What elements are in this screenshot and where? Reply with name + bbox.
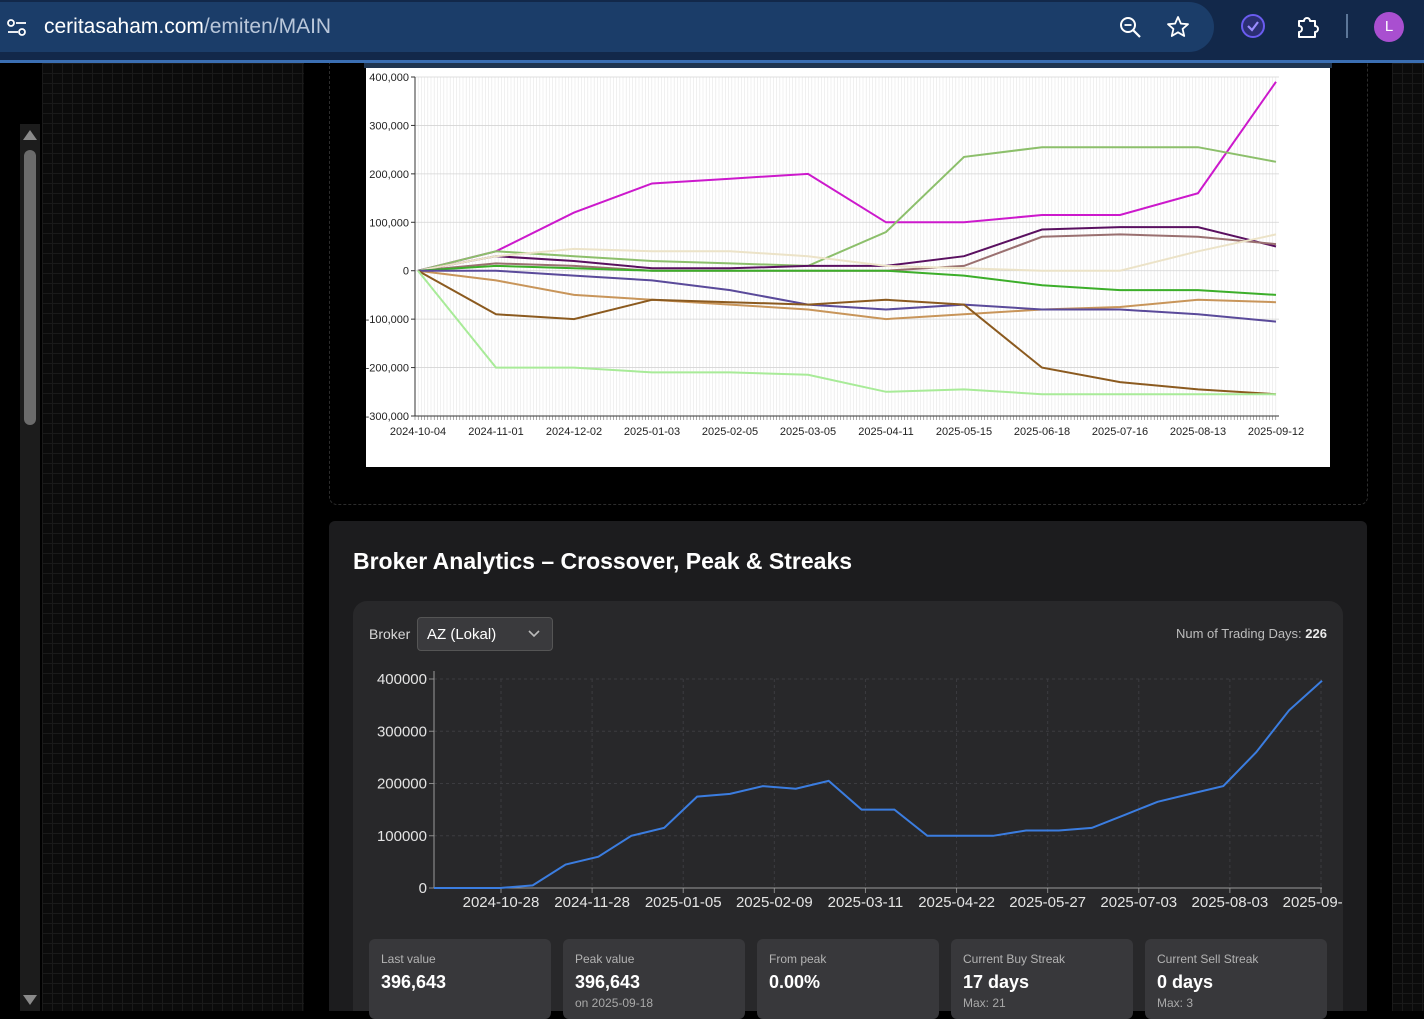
stat-label: Current Buy Streak	[963, 952, 1066, 966]
y-tick-label: 300,000	[369, 120, 409, 132]
x-tick-label: 2025-04-11	[858, 426, 913, 438]
stat-from-peak: From peak 0.00%	[757, 939, 939, 1019]
stat-buy-streak: Current Buy Streak 17 days Max: 21	[951, 939, 1133, 1019]
analytics-title: Broker Analytics – Crossover, Peak & Str…	[353, 548, 853, 574]
toolbar-bottom-border	[0, 60, 1424, 63]
puzzle-extensions-icon[interactable]	[1295, 13, 1321, 39]
zoom-icon[interactable]	[1118, 15, 1142, 39]
browser-toolbar: ceritasaham.com/emiten/MAIN L	[0, 0, 1424, 62]
stat-value: 17 days	[963, 972, 1030, 992]
extension-check-icon[interactable]	[1240, 13, 1266, 39]
series-line-4	[417, 233, 1277, 272]
stat-value: 396,643	[381, 972, 447, 992]
stat-sub: on 2025-09-18	[575, 996, 654, 1010]
stat-last-value: Last value 396,643	[369, 939, 551, 1019]
x-tick-label: 2025-09-12	[1248, 426, 1304, 438]
profile-avatar[interactable]: L	[1374, 12, 1404, 42]
scrollbar-thumb[interactable]	[24, 150, 36, 425]
series-line-0	[417, 81, 1277, 272]
y-tick-label: 0	[403, 266, 409, 278]
broker-select-value: AZ (Lokal)	[427, 626, 497, 643]
y-tick-label: 400,000	[369, 72, 409, 84]
x-tick-label: 2025-08-03	[1192, 894, 1269, 911]
series-line-2	[417, 226, 1277, 272]
x-tick-label: 2025-07-16	[1092, 426, 1148, 438]
y-tick-label: 300000	[377, 723, 427, 740]
x-tick-label: 2025-06-18	[1014, 426, 1070, 438]
x-tick-label: 2024-11-28	[554, 894, 630, 911]
url-host: ceritasaham.com	[44, 15, 204, 38]
y-tick-label: 200000	[377, 776, 427, 793]
broker-flow-chart: 400,000 300,000 200,000 100,000 0 -100,000 -20…	[366, 63, 1330, 467]
y-tick-label: 100000	[377, 828, 427, 845]
y-tick-label: -200,000	[366, 363, 409, 375]
series-line-6	[417, 269, 1277, 321]
broker-select[interactable]: AZ (Lokal)	[417, 617, 553, 651]
scroll-up-arrow-icon[interactable]	[22, 128, 38, 142]
series-line-1	[417, 146, 1277, 272]
star-icon[interactable]	[1166, 15, 1190, 39]
trading-days: Num of Trading Days: 226	[1176, 626, 1327, 641]
stat-label: Peak value	[575, 952, 635, 966]
trading-days-value: 226	[1305, 626, 1327, 641]
x-tick-label: 2025-07-03	[1100, 894, 1177, 911]
chevron-down-icon	[528, 630, 540, 638]
y-tick-label: 0	[419, 880, 427, 897]
x-tick-label: 2025-01-03	[624, 426, 680, 438]
stat-sub: Max: 3	[1157, 996, 1194, 1010]
broker-label: Broker	[369, 626, 411, 642]
chart-top-edge	[364, 63, 1332, 68]
x-tick-label: 2025-02-09	[736, 894, 813, 911]
x-tick-label: 2024-11-01	[468, 426, 523, 438]
toolbar-divider	[1346, 14, 1348, 38]
stat-label: Last value	[381, 952, 436, 966]
y-tick-label: 200,000	[369, 169, 409, 181]
x-tick-label: 2025-08-13	[1170, 426, 1226, 438]
stat-sub: Max: 21	[963, 996, 1006, 1010]
y-tick-label: -100,000	[366, 314, 409, 326]
site-controls-icon[interactable]	[6, 17, 28, 39]
stat-value: 0 days	[1157, 972, 1214, 992]
stat-label: Current Sell Streak	[1157, 952, 1259, 966]
broker-cumulative-chart: 0 100000 200000 300000 400000 2024-10-28 2024-…	[377, 671, 1343, 911]
address-bar[interactable]: ceritasaham.com/emiten/MAIN	[0, 2, 1214, 52]
x-tick-label: 2024-10-28	[463, 894, 540, 911]
x-tick-label: 2025-03-05	[780, 426, 836, 438]
stat-value: 396,643	[575, 972, 641, 992]
x-tick-label: 2025-02-05	[702, 426, 758, 438]
url-text[interactable]: ceritasaham.com/emiten/MAIN	[44, 15, 331, 39]
series-line-cumulative	[434, 680, 1323, 889]
x-tick-label: 2024-12-02	[546, 426, 602, 438]
stat-peak-value: Peak value 396,643 on 2025-09-18	[563, 939, 745, 1019]
trading-days-label: Num of Trading Days:	[1175, 626, 1302, 641]
y-tick-label: 400000	[377, 671, 427, 688]
x-tick-label: 2025-05-15	[936, 426, 992, 438]
stat-value: 0.00%	[769, 972, 821, 992]
broker-flow-chart-svg: 400,000 300,000 200,000 100,000 0 -100,000 -20…	[366, 72, 1305, 438]
x-tick-label: 2025-09-18	[1283, 894, 1343, 911]
x-tick-label: 2025-04-22	[918, 894, 995, 911]
stat-label: From peak	[769, 952, 827, 966]
url-path: /emiten/MAIN	[203, 15, 332, 38]
series-line-8	[417, 269, 1277, 396]
series-line-9	[417, 270, 1276, 396]
y-tick-label: 100,000	[369, 217, 409, 229]
y-tick-label: -300,000	[366, 411, 409, 423]
series-line-5	[417, 264, 1277, 296]
x-tick-label: 2025-03-11	[828, 894, 904, 911]
scroll-down-arrow-icon[interactable]	[22, 993, 38, 1007]
series-line-7	[418, 269, 1277, 323]
x-tick-label: 2025-05-27	[1009, 894, 1086, 911]
stat-sell-streak: Current Sell Streak 0 days Max: 3	[1145, 939, 1327, 1019]
x-tick-label: 2025-01-05	[645, 894, 722, 911]
x-tick-label: 2024-10-04	[390, 426, 446, 438]
